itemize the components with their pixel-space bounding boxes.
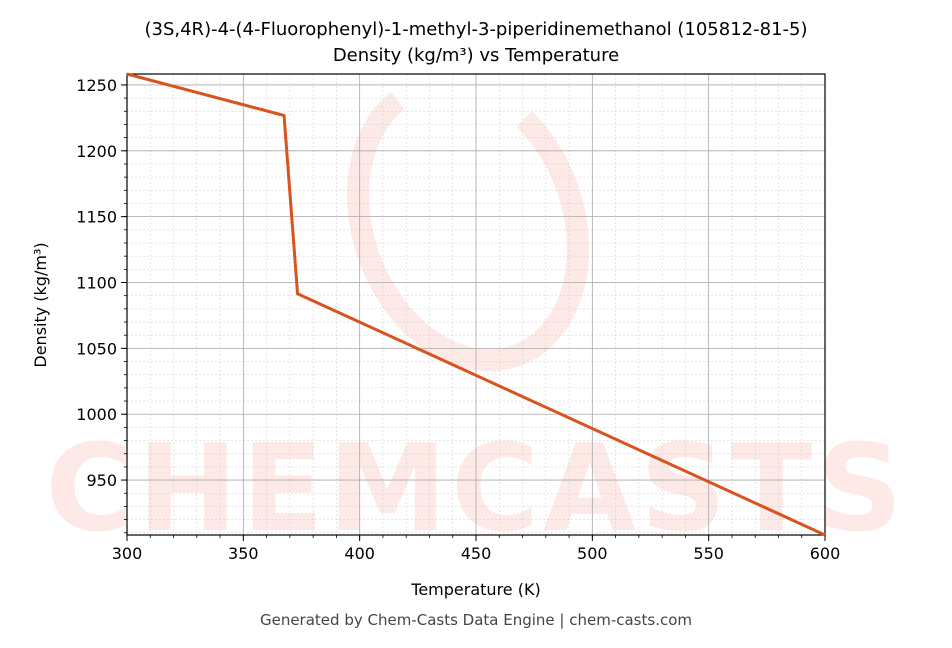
x-tick-label: 600 bbox=[810, 544, 841, 563]
chart-subtitle: Density (kg/m³) vs Temperature bbox=[333, 45, 619, 66]
x-tick-label: 300 bbox=[112, 544, 143, 563]
y-axis-label: Density (kg/m³) bbox=[31, 242, 50, 367]
y-tick-label: 1250 bbox=[76, 76, 117, 95]
y-tick-label: 1050 bbox=[76, 339, 117, 358]
svg-text:CHEMCASTS: CHEMCASTS bbox=[45, 420, 907, 559]
chart-title: (3S,4R)-4-(4-Fluorophenyl)-1-methyl-3-pi… bbox=[144, 19, 807, 40]
y-tick-label: 1150 bbox=[76, 208, 117, 227]
x-tick-label: 550 bbox=[693, 544, 724, 563]
watermark-logo: CHEMCASTS bbox=[45, 72, 907, 559]
x-tick-label: 500 bbox=[577, 544, 608, 563]
footer-credit: Generated by Chem-Casts Data Engine | ch… bbox=[260, 611, 692, 629]
x-tick-label: 350 bbox=[228, 544, 259, 563]
x-tick-label: 400 bbox=[344, 544, 375, 563]
density-line bbox=[126, 72, 826, 537]
y-tick-label: 1200 bbox=[76, 142, 117, 161]
x-tick-label: 450 bbox=[461, 544, 492, 563]
y-tick-label: 950 bbox=[86, 471, 117, 490]
x-axis-label: Temperature (K) bbox=[410, 580, 540, 599]
y-tick-label: 1100 bbox=[76, 274, 117, 293]
y-tick-label: 1000 bbox=[76, 405, 117, 424]
